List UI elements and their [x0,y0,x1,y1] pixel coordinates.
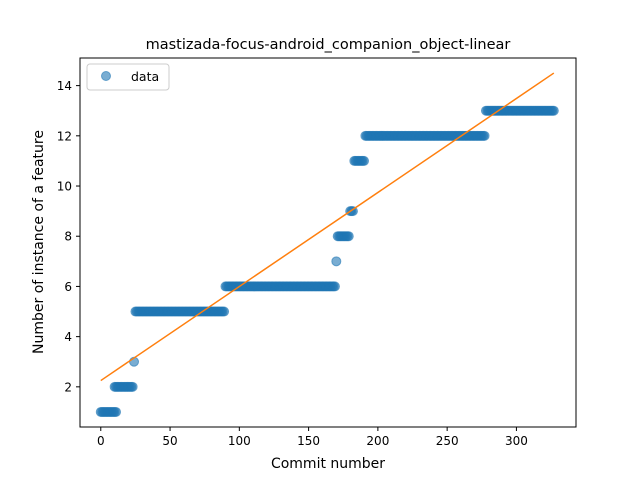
data-point [479,130,490,141]
y-tick-label: 2 [64,380,72,394]
x-tick-label: 250 [436,434,459,448]
data-point [359,155,370,166]
x-tick-label: 150 [297,434,320,448]
y-tick-label: 14 [57,79,72,93]
y-tick-label: 6 [64,280,72,294]
data-point [347,206,358,217]
data-point [111,406,122,417]
data-point [329,281,340,292]
axis-ticks: 0 50 100 150 200 250 300 2 4 6 8 10 12 14 [57,79,528,448]
x-tick-label: 100 [228,434,251,448]
legend: data [86,63,170,91]
data-point [127,381,138,392]
legend-marker-data [101,71,111,81]
y-axis-label: Number of instance of a feature [31,130,47,354]
x-axis-label: Commit number [271,456,385,472]
data-point [219,306,230,317]
legend-label-data: data [131,69,159,84]
legend-box [86,63,170,91]
chart-title: mastizada-focus-android_companion_object… [146,37,511,53]
plot-area [95,72,559,417]
data-point [331,256,342,267]
x-tick-label: 0 [97,434,105,448]
y-tick-label: 10 [57,180,72,194]
plot-frame [79,57,577,428]
fit-line [100,72,555,382]
x-tick-label: 200 [366,434,389,448]
y-tick-label: 4 [64,330,72,344]
x-tick-label: 50 [162,434,177,448]
y-tick-label: 12 [57,129,72,143]
data-point [343,231,354,242]
x-tick-label: 300 [505,434,528,448]
data-point [548,105,559,116]
y-tick-label: 8 [64,230,72,244]
